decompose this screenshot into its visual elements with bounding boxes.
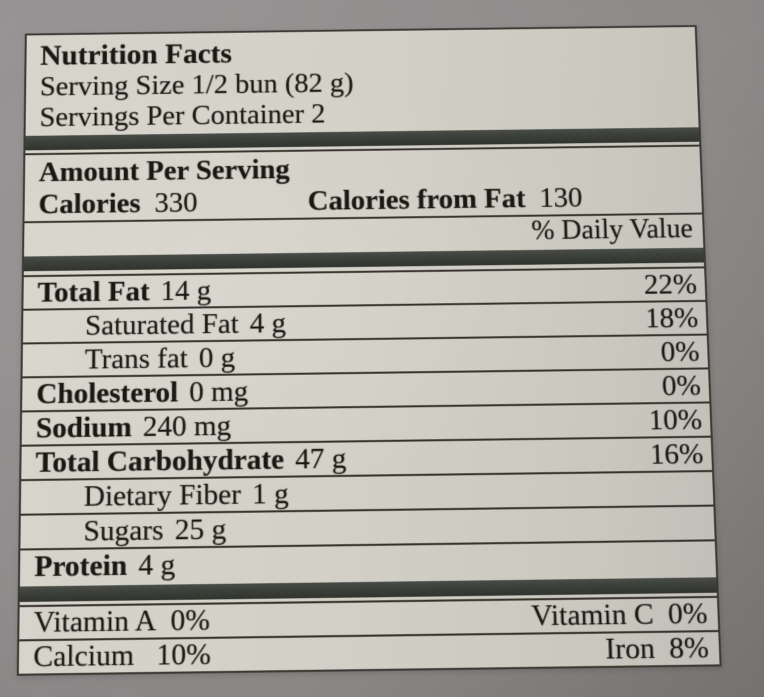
nutrient-name: Total Fat — [37, 276, 149, 309]
nutrient-daily-value: 0% — [661, 370, 701, 403]
nutrient-amount: 25 g — [175, 513, 227, 546]
nutrient-amount: 240 mg — [143, 410, 231, 443]
micronutrient-name: Vitamin C — [531, 598, 654, 633]
calcium: Calcium 10% — [33, 639, 211, 674]
vitamin-a: Vitamin A 0% — [34, 605, 210, 639]
nutrient-amount: 0 mg — [189, 375, 248, 408]
nutrient-name: Saturated Fat — [85, 308, 239, 342]
micronutrient-name: Vitamin A — [34, 604, 157, 639]
micronutrient-name: Calcium — [33, 639, 134, 674]
calories-from-fat: Calories from Fat 130 — [308, 182, 583, 218]
micronutrient-name: Iron — [605, 632, 655, 666]
nutrient-amount: 14 g — [161, 275, 212, 307]
nutrient-name: Sugars — [83, 514, 163, 548]
nutrient-daily-value: 16% — [649, 438, 704, 471]
iron: Iron 8% — [605, 632, 709, 666]
nutrient-amount: 47 g — [295, 442, 347, 475]
calories: Calories 330 — [38, 185, 308, 221]
nutrient-name: Protein — [34, 549, 127, 583]
nutrient-daily-value: 22% — [643, 268, 697, 300]
nutrition-facts-label: Nutrition Facts Serving Size 1/2 bun (82… — [17, 25, 722, 676]
nutrient-amount: 4 g — [250, 307, 286, 339]
nutrient-name: Sodium — [36, 411, 132, 444]
label-header: Nutrition Facts Serving Size 1/2 bun (82… — [26, 27, 699, 133]
micronutrient-value: 0% — [667, 597, 708, 631]
calories-value: 330 — [154, 187, 197, 219]
nutrient-name: Dietary Fiber — [84, 478, 241, 513]
nutrient-amount: 1 g — [252, 478, 289, 511]
nutrient-amount: 0 g — [199, 342, 235, 374]
micronutrient-row-minerals: Calcium 10% Iron 8% — [19, 632, 720, 674]
photo-background: { "colors": { "photo_bg": "#8d8a89", "la… — [0, 0, 764, 697]
nutrient-daily-value — [705, 507, 706, 540]
nutrient-name: Cholesterol — [36, 376, 178, 410]
micronutrient-value: 10% — [156, 638, 210, 672]
nutrient-name: Trans fat — [85, 342, 188, 375]
nutrient-daily-value: 10% — [648, 404, 703, 437]
micronutrient-value: 0% — [170, 604, 210, 638]
nutrient-name: Total Carbohydrate — [35, 443, 284, 479]
amount-per-serving-section: Amount Per Serving Calories 330 Calories … — [24, 145, 701, 222]
micronutrient-value: 8% — [669, 631, 710, 665]
nutrient-amount: 4 g — [138, 548, 175, 581]
vitamin-c: Vitamin C 0% — [531, 598, 708, 632]
nutrient-daily-value — [707, 541, 708, 574]
nutrient-daily-value: 18% — [644, 302, 698, 334]
nutrient-table: Total Fat 14 g 22% Saturated Fat 4 g 18% T… — [20, 266, 716, 583]
nutrient-daily-value — [704, 472, 705, 505]
calories-from-fat-value: 130 — [539, 182, 583, 214]
nutrient-daily-value: 0% — [660, 336, 700, 368]
